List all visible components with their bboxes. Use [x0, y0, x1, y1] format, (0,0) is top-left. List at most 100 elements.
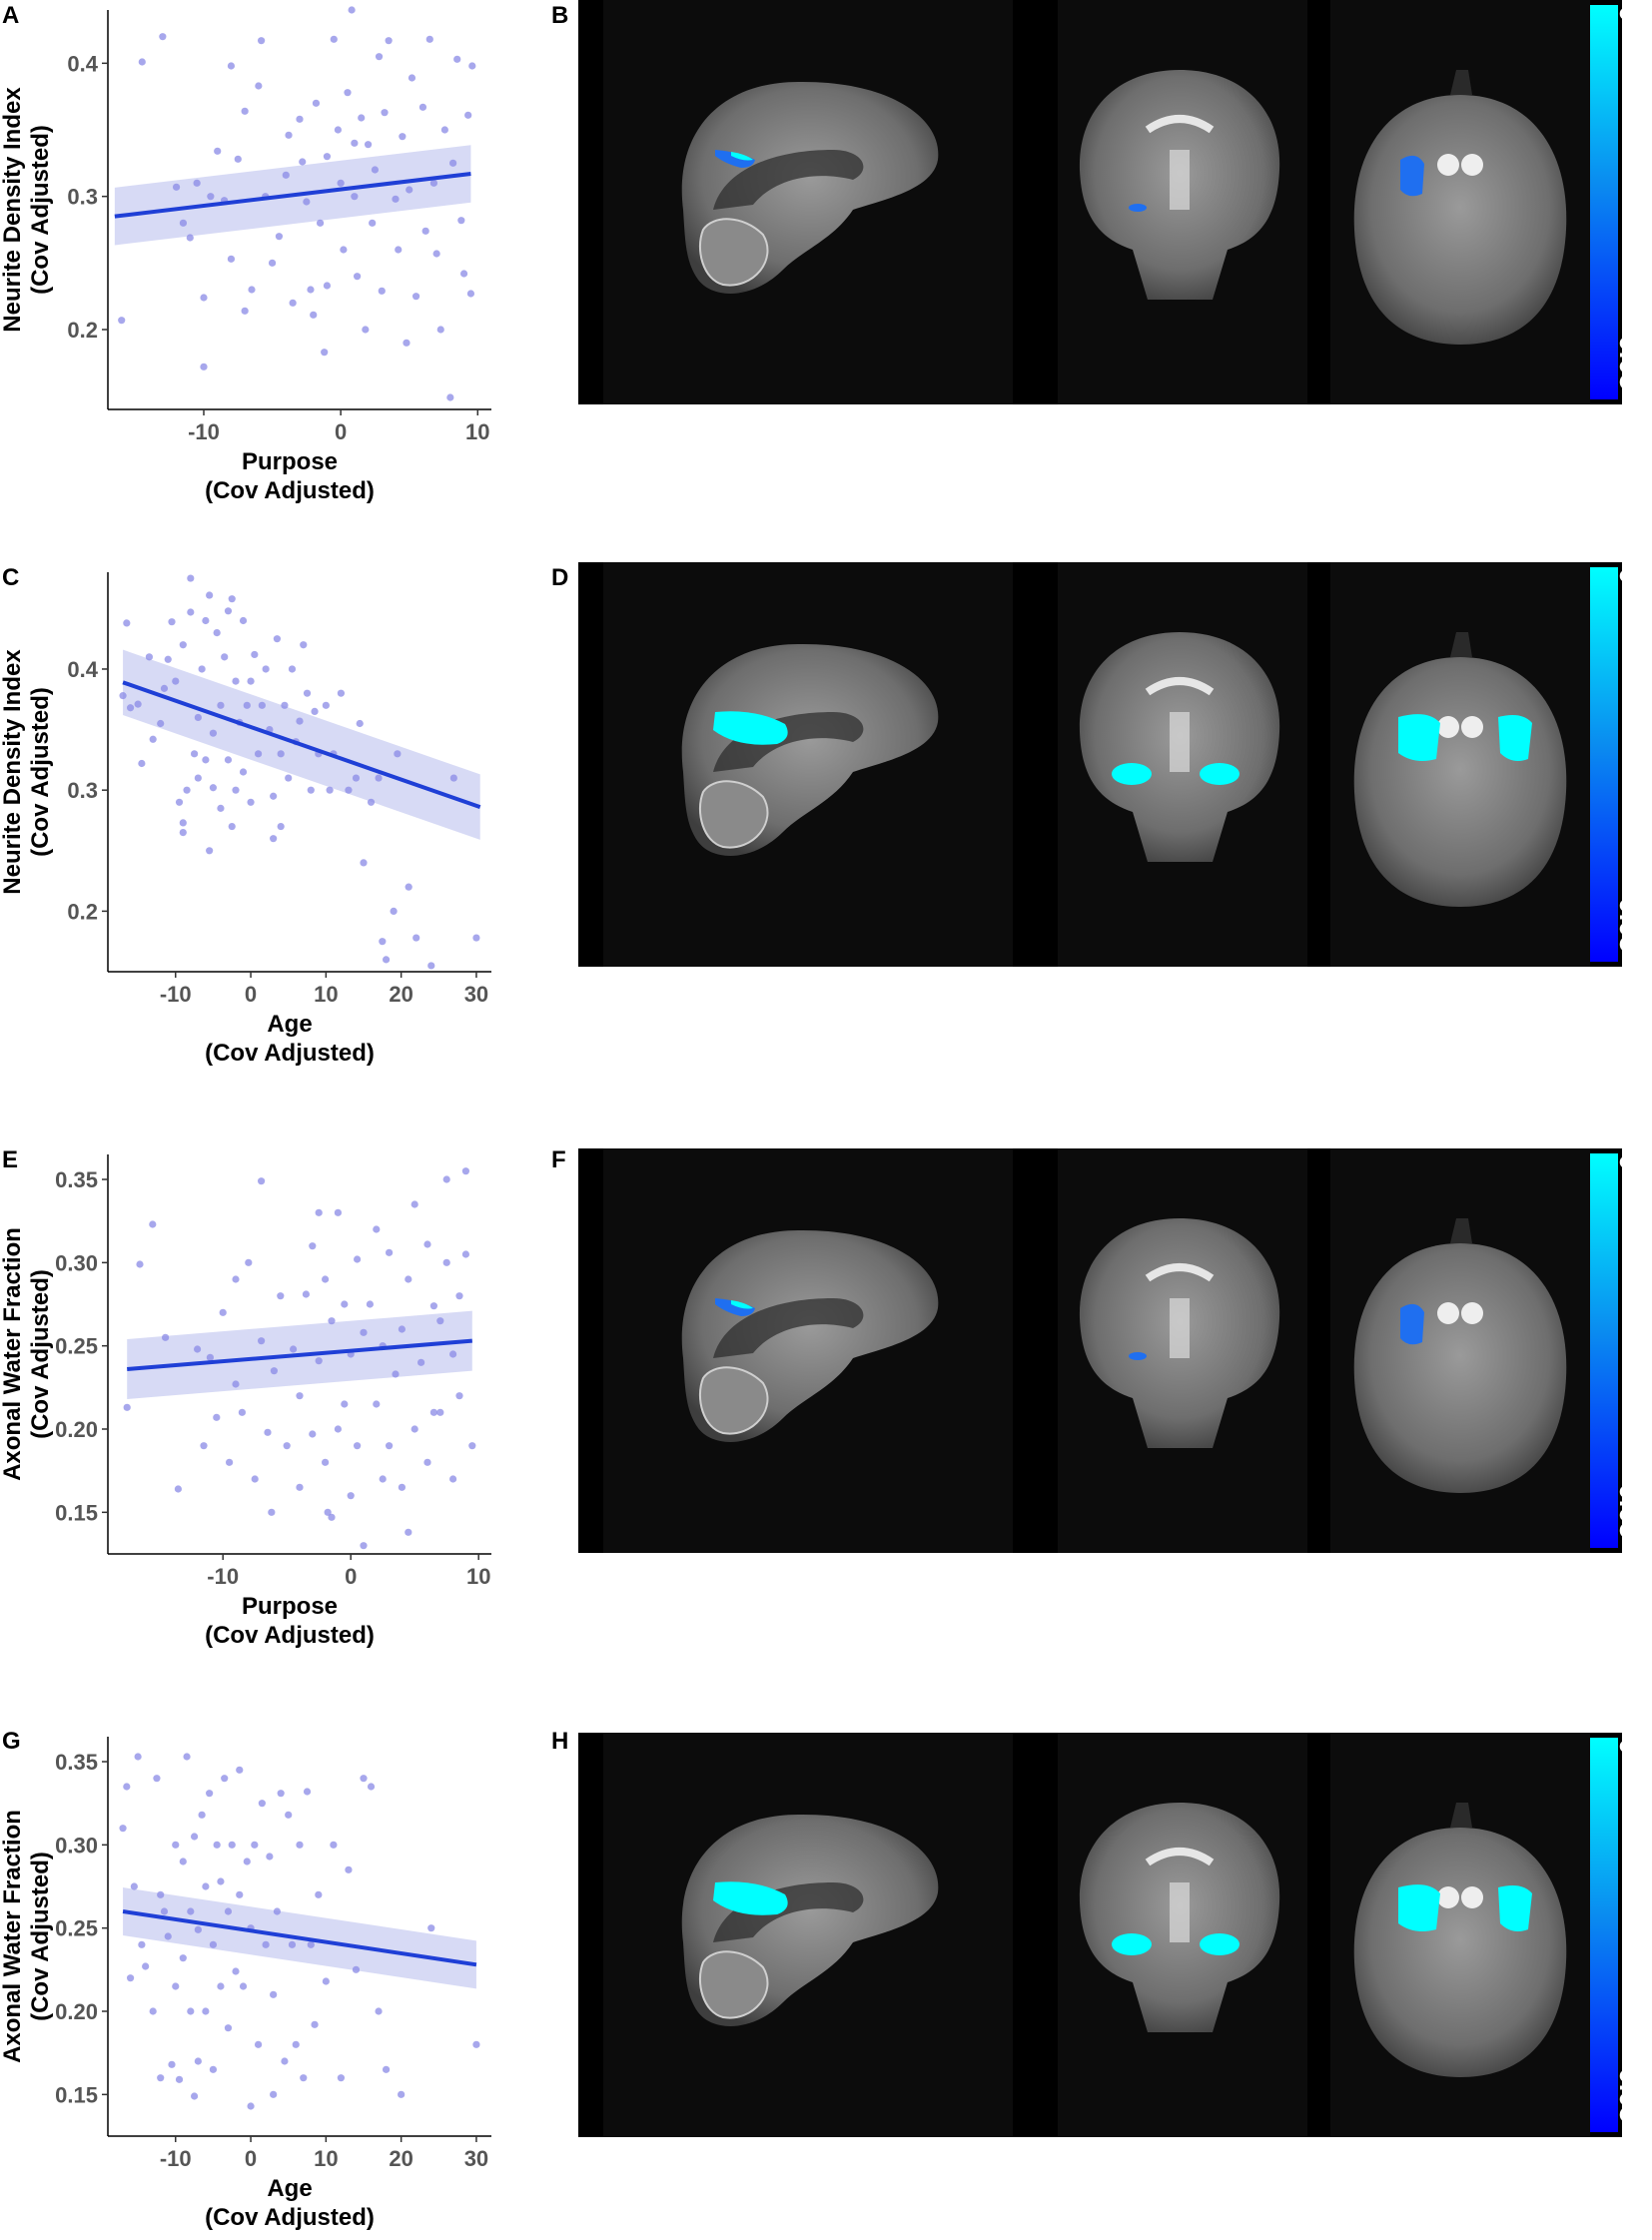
data-point	[348, 6, 356, 14]
data-point	[213, 1413, 221, 1421]
data-point	[341, 1300, 349, 1308]
data-point	[405, 1275, 413, 1283]
sagittal-effect-region	[715, 150, 755, 168]
panel-label-c: C	[2, 564, 20, 591]
data-point	[399, 133, 407, 141]
data-point	[337, 689, 346, 697]
x-tick-label: 10	[314, 2146, 338, 2171]
y-tick-label: 0.2	[67, 899, 98, 924]
data-point	[149, 735, 157, 743]
axial-brain	[1353, 95, 1567, 345]
data-point	[394, 750, 402, 758]
data-point	[138, 1940, 146, 1948]
data-point	[296, 1483, 304, 1491]
y-tick-label: 0.3	[67, 778, 98, 803]
axial-brain	[1353, 1828, 1567, 2077]
scatter-plot-c: 0.2 0.3 0.4 -10 0 10 20 30 Age (Cov Adjusted) Neur…	[0, 562, 539, 1067]
y-tick-label: 0.30	[55, 1833, 98, 1858]
regression-line	[127, 1338, 472, 1371]
colorbar-bottom-label: 0.05	[1614, 898, 1645, 953]
data-point	[427, 1924, 435, 1932]
y-axis-title: (Cov Adjusted)	[27, 125, 54, 295]
data-point	[334, 126, 342, 134]
x-axis-title: Age	[267, 2175, 312, 2202]
data-point	[157, 1890, 165, 1898]
midbrain-left	[1437, 716, 1459, 738]
data-point	[423, 1458, 431, 1466]
data-point	[243, 701, 251, 709]
regression-line	[114, 172, 471, 219]
data-point	[442, 1258, 450, 1266]
colorbar	[1590, 5, 1618, 399]
data-point	[262, 665, 270, 673]
brainstem-midline	[1170, 1298, 1190, 1358]
data-point	[266, 1853, 274, 1861]
colorbar	[1590, 1738, 1618, 2132]
data-point	[239, 768, 248, 776]
data-point	[159, 33, 167, 41]
data-point	[405, 1528, 413, 1536]
data-point	[408, 74, 416, 82]
y-tick-label: 0.25	[55, 1916, 98, 1941]
data-point	[238, 1408, 246, 1416]
data-point	[455, 1392, 463, 1400]
y-axis-title: Neurite Density Index	[0, 649, 26, 895]
data-point	[255, 82, 263, 90]
data-point	[395, 246, 403, 254]
data-point	[449, 1475, 457, 1483]
brain-map-f: 0 0.05	[578, 1148, 1645, 1553]
ventricle-shadow	[713, 712, 864, 772]
data-point	[379, 938, 387, 946]
data-point	[270, 2090, 278, 2098]
data-point	[168, 618, 176, 626]
data-point	[406, 186, 413, 194]
panel-label-f: F	[551, 1146, 566, 1173]
data-point	[145, 653, 154, 661]
data-point	[375, 2007, 383, 2015]
data-point	[187, 608, 195, 616]
y-axis-title: Axonal Water Fraction	[0, 1227, 26, 1481]
data-point	[194, 1925, 202, 1933]
data-point	[232, 1967, 240, 1975]
y-tick-label: 0.35	[55, 1750, 98, 1775]
coronal-effect-region-left	[1112, 763, 1152, 785]
data-point	[386, 1248, 394, 1256]
data-point	[341, 1400, 349, 1408]
data-point	[190, 2092, 199, 2100]
axial-notch	[1450, 70, 1472, 95]
data-point	[285, 131, 293, 139]
data-point	[309, 1242, 317, 1250]
data-point	[351, 193, 359, 201]
data-point	[446, 393, 454, 401]
data-point	[360, 1775, 368, 1783]
data-point	[227, 62, 236, 70]
data-point	[258, 1177, 266, 1185]
data-point	[345, 786, 353, 794]
data-point	[337, 2074, 346, 2082]
data-point	[369, 219, 377, 227]
data-point	[226, 1458, 234, 1466]
data-point	[126, 704, 135, 712]
data-point	[423, 1240, 431, 1248]
data-point	[232, 1380, 240, 1388]
midbrain-left	[1437, 154, 1459, 176]
data-point	[449, 1350, 457, 1358]
data-point	[277, 1292, 285, 1300]
data-point	[138, 58, 146, 66]
axial-effect-region-right	[1498, 1885, 1532, 1931]
panel-label-d: D	[551, 564, 569, 591]
data-point	[232, 1275, 240, 1283]
data-point	[179, 219, 188, 227]
data-point	[468, 62, 476, 70]
data-point	[316, 219, 325, 227]
data-point	[224, 2024, 233, 2032]
data-point	[130, 1882, 138, 1890]
data-point	[472, 2040, 480, 2048]
data-point	[464, 111, 472, 119]
data-point	[138, 759, 146, 768]
data-point	[200, 1442, 208, 1450]
data-point	[449, 774, 457, 782]
sagittal-effect-region	[731, 1300, 753, 1309]
y-tick-label: 0.30	[55, 1250, 98, 1275]
colorbar-bottom-label: 0.05	[1614, 2068, 1645, 2123]
